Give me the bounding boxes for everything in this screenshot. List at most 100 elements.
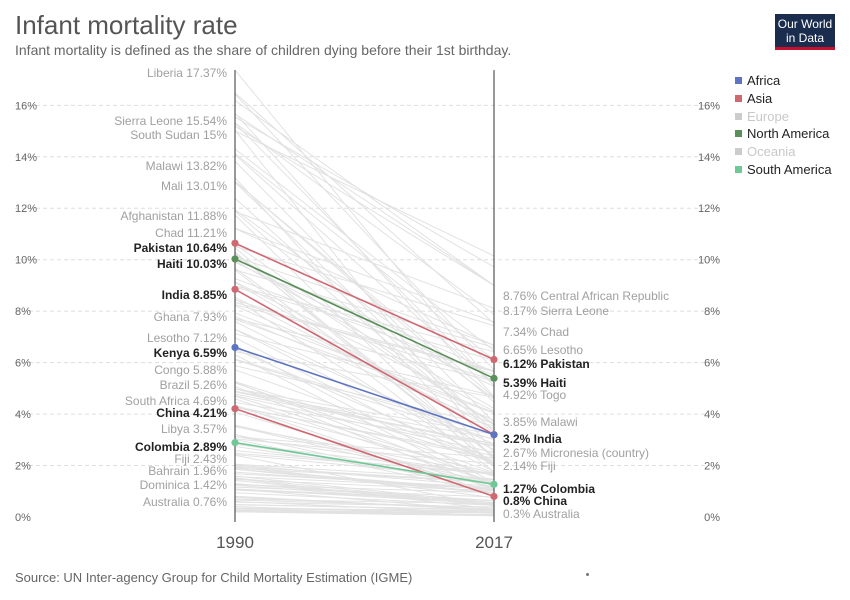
label-1990-libya: Libya 3.57% bbox=[161, 422, 227, 436]
owid-logo[interactable]: Our World in Data bbox=[775, 14, 835, 50]
label-1990-lesotho: Lesotho 7.12% bbox=[147, 331, 227, 345]
country-line bbox=[234, 478, 495, 510]
y-tick-label-left: 14% bbox=[15, 152, 37, 164]
country-line bbox=[234, 209, 495, 400]
point-1990-pakistan bbox=[231, 239, 239, 247]
label-1990-brazil: Brazil 5.26% bbox=[160, 378, 228, 392]
country-line bbox=[234, 510, 495, 516]
point-2017-pakistan bbox=[490, 355, 498, 364]
legend-item-north-america[interactable]: North America bbox=[735, 125, 832, 143]
legend: Africa Asia Europe North America Oceania Sout… bbox=[735, 72, 832, 178]
chart-title: Infant mortality rate bbox=[15, 10, 238, 40]
country-line bbox=[234, 153, 495, 361]
country-line bbox=[234, 382, 495, 474]
country-line bbox=[234, 100, 495, 286]
legend-label: Oceania bbox=[747, 144, 796, 160]
label-1990-colombia: Colombia 2.89% bbox=[135, 440, 227, 454]
country-line bbox=[234, 318, 495, 414]
label-1990-haiti: Haiti 10.03% bbox=[157, 257, 227, 271]
country-line bbox=[234, 388, 495, 435]
label-2017-lesotho: 6.65% Lesotho bbox=[503, 343, 583, 357]
country-line bbox=[234, 488, 495, 512]
country-line bbox=[234, 388, 495, 447]
country-line bbox=[234, 286, 495, 361]
country-line bbox=[234, 507, 495, 513]
point-2017-colombia bbox=[490, 480, 498, 488]
y-tick-label-left: 8% bbox=[15, 306, 31, 318]
country-line bbox=[234, 269, 495, 349]
country-line bbox=[234, 181, 495, 403]
label-2017-fiji: 2.14% Fiji bbox=[503, 459, 556, 473]
country-line bbox=[234, 227, 495, 323]
country-line bbox=[234, 358, 495, 435]
logo-line-2: in Data bbox=[785, 31, 825, 45]
legend-item-africa[interactable]: Africa bbox=[735, 72, 832, 90]
legend-item-south-america[interactable]: South America bbox=[735, 160, 832, 178]
country-line bbox=[234, 498, 495, 505]
country-line bbox=[234, 369, 495, 463]
country-line bbox=[234, 393, 495, 445]
legend-item-oceania[interactable]: Oceania bbox=[735, 143, 832, 161]
y-tick-label-right: 8% bbox=[704, 306, 720, 318]
country-line bbox=[234, 328, 495, 462]
logo-line-1: Our World bbox=[777, 17, 833, 31]
source-note: Source: UN Inter-agency Group for Child … bbox=[15, 570, 413, 585]
y-tick-label-right: 14% bbox=[698, 152, 720, 164]
label-1990-liberia: Liberia 17.37% bbox=[147, 66, 227, 80]
series-line-haiti bbox=[234, 258, 495, 380]
series-line-kenya bbox=[234, 346, 495, 436]
y-tick-label-left: 12% bbox=[15, 203, 37, 215]
country-line bbox=[234, 484, 495, 494]
country-line bbox=[234, 246, 495, 327]
country-line bbox=[234, 385, 495, 491]
series-line-india bbox=[234, 288, 495, 436]
legend-swatch bbox=[735, 148, 742, 156]
y-tick-label-right: 6% bbox=[704, 358, 720, 370]
legend-item-europe[interactable]: Europe bbox=[735, 107, 832, 125]
label-1990-south-sudan: South Sudan 15% bbox=[130, 128, 227, 142]
country-line bbox=[234, 181, 495, 398]
y-tick-label-left: 4% bbox=[15, 409, 31, 421]
point-1990-colombia bbox=[231, 439, 239, 447]
label-2017-togo: 4.92% Togo bbox=[503, 388, 566, 402]
label-2017-china: 0.8% China bbox=[503, 494, 567, 508]
point-2017-haiti bbox=[490, 374, 498, 382]
country-line bbox=[234, 495, 495, 511]
country-line bbox=[234, 501, 495, 508]
country-line bbox=[234, 406, 495, 457]
label-1990-chad: Chad 11.21% bbox=[155, 226, 227, 240]
country-line bbox=[234, 503, 495, 511]
country-line bbox=[234, 69, 495, 387]
label-1990-india: India 8.85% bbox=[162, 288, 228, 302]
legend-item-asia[interactable]: Asia bbox=[735, 90, 832, 108]
y-tick-label-left: 2% bbox=[15, 461, 31, 473]
label-1990-afghanistan: Afghanistan 11.88% bbox=[120, 209, 227, 223]
label-2017-central-african-republic: 8.76% Central African Republic bbox=[503, 289, 669, 303]
country-line bbox=[234, 468, 495, 491]
label-1990-sierra-leone: Sierra Leone 15.54% bbox=[114, 114, 227, 128]
point-2017-china bbox=[490, 492, 498, 501]
country-line bbox=[234, 333, 495, 397]
label-1990-dominica: Dominica 1.42% bbox=[140, 478, 228, 492]
country-line bbox=[234, 243, 495, 426]
country-line bbox=[234, 113, 495, 286]
legend-label: South America bbox=[747, 161, 832, 177]
label-1990-malawi: Malawi 13.82% bbox=[146, 159, 228, 173]
country-line bbox=[234, 337, 495, 472]
country-line bbox=[234, 122, 495, 315]
label-1990-mali: Mali 13.01% bbox=[161, 179, 227, 193]
label-2017-micronesia-country-: 2.67% Micronesia (country) bbox=[503, 446, 649, 460]
country-line bbox=[234, 318, 495, 382]
country-line bbox=[234, 269, 495, 473]
x-label-2017: 2017 bbox=[475, 533, 513, 552]
y-tick-label-right: 0% bbox=[704, 512, 720, 524]
legend-swatch bbox=[735, 130, 742, 138]
label-2017-india: 3.2% India bbox=[503, 432, 562, 446]
y-tick-label-right: 16% bbox=[698, 100, 720, 112]
x-label-1990: 1990 bbox=[216, 533, 254, 552]
label-1990-australia: Australia 0.76% bbox=[143, 495, 227, 509]
y-tick-label-right: 12% bbox=[698, 203, 720, 215]
country-line bbox=[234, 154, 495, 386]
point-1990-haiti bbox=[231, 255, 239, 263]
